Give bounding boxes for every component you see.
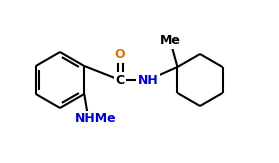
Text: NH: NH	[138, 74, 158, 87]
Text: NHMe: NHMe	[74, 112, 116, 126]
Text: C: C	[116, 74, 124, 87]
Text: Me: Me	[160, 35, 181, 47]
Text: O: O	[115, 49, 125, 61]
